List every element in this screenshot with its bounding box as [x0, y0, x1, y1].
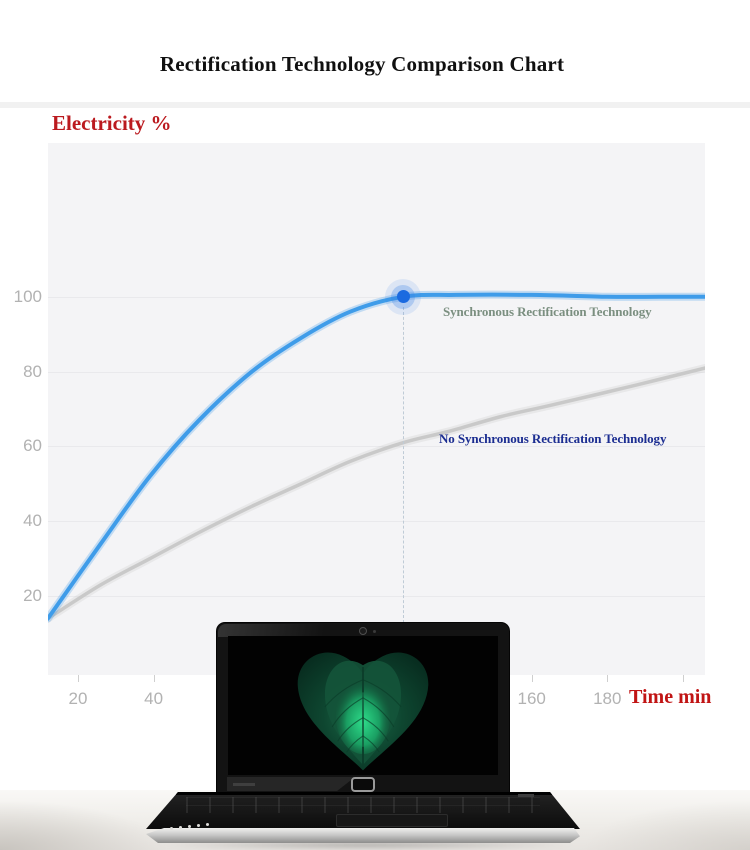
chart-curves [48, 290, 705, 623]
series-line [48, 292, 705, 621]
laptop-keyboard-deck [146, 792, 580, 829]
gridline [48, 446, 705, 448]
y-axis-tick-label: 20 [23, 586, 42, 606]
y-axis-tick-label: 80 [23, 361, 42, 381]
bezel-bottom-strip [227, 777, 355, 791]
chart-plot-area [48, 143, 705, 675]
x-axis-tick [153, 675, 155, 682]
gridline [48, 371, 705, 373]
series-line [48, 366, 705, 621]
gridline [48, 596, 705, 598]
microphone-dot-icon [373, 630, 376, 633]
x-axis-tick [682, 675, 684, 682]
y-axis-tick-label: 40 [23, 511, 42, 531]
touchpad [336, 814, 448, 827]
x-axis-tick-label: 40 [144, 689, 164, 708]
x-axis-tick [607, 675, 609, 682]
series-label-no-synchronous: No Synchronous Rectification Technology [439, 431, 667, 446]
x-axis-tick [78, 675, 79, 682]
laptop-screen [217, 623, 509, 795]
bezel-reflection [218, 624, 358, 637]
gridline [48, 521, 705, 523]
x-axis-tick-label: 160 [517, 689, 546, 708]
annotation-dashed-line [403, 306, 405, 623]
webcam-icon [359, 627, 367, 635]
page-title: Rectification Technology Comparison Char… [159, 52, 565, 77]
x-axis-tick-label: 20 [68, 689, 88, 708]
x-axis-title: Time min [629, 686, 712, 708]
vent-dots-icon [170, 822, 220, 830]
y-axis-tick-label: 100 [13, 286, 42, 306]
brand-logo [233, 783, 255, 786]
keyboard-keys [186, 797, 540, 813]
y-axis-title: Electricity % [52, 111, 172, 135]
laptop-shadow [150, 840, 580, 850]
hinge-mark [518, 794, 534, 797]
y-axis-tick-label: 60 [23, 436, 42, 456]
gridline [48, 296, 705, 298]
x-axis-tick [531, 675, 533, 682]
laptop-base-rim [146, 828, 580, 843]
hinge-latch-button [351, 777, 375, 792]
annotation-marker-dot [396, 290, 410, 304]
laptop-display [228, 636, 498, 775]
series-label-synchronous: Synchronous Rectification Technology [443, 304, 652, 319]
section-divider [0, 102, 750, 108]
x-axis-tick-label: 180 [593, 689, 622, 708]
leaf-wallpaper-icon [297, 652, 429, 771]
